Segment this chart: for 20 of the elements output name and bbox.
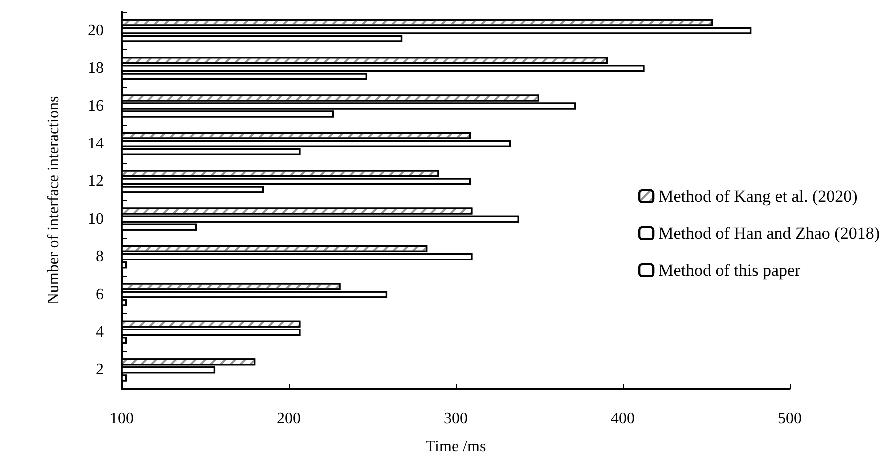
y-tick-label: 18: [88, 60, 104, 78]
y-tick-label: 14: [88, 135, 104, 152]
y-tick-label: 12: [88, 173, 104, 190]
y-tick-label: 2: [96, 362, 104, 379]
y-axis-title: Number of interface interactions: [46, 96, 62, 305]
x-tick-label: 400: [611, 410, 635, 428]
legend-label: Method of this paper: [658, 261, 802, 280]
y-tick-label: 16: [88, 98, 104, 115]
y-tick-label: 8: [96, 248, 104, 266]
legend-label: Method of Han and Zhao (2018): [658, 224, 880, 243]
y-tick-label: 6: [96, 286, 104, 304]
y-tick-label: 20: [88, 22, 104, 40]
x-tick-label: 300: [444, 410, 468, 428]
x-tick-label: 100: [110, 410, 134, 428]
y-tick-label: 4: [96, 324, 104, 341]
y-tick-label: 10: [88, 210, 104, 228]
x-tick-label: 200: [277, 410, 301, 428]
x-axis-title: Time /ms: [426, 438, 486, 456]
legend-label: Method of Kang et al. (2020): [658, 187, 858, 206]
x-tick-label: 500: [778, 410, 802, 428]
